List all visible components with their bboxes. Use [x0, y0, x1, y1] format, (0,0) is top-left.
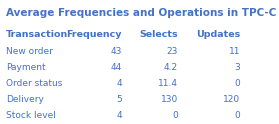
Text: Transaction: Transaction [6, 30, 68, 39]
Text: 0: 0 [172, 111, 178, 120]
Text: 0: 0 [234, 79, 240, 88]
Text: 11: 11 [229, 47, 240, 56]
Text: 44: 44 [111, 63, 122, 72]
Text: Order status: Order status [6, 79, 62, 88]
Text: Frequency: Frequency [66, 30, 122, 39]
Text: New order: New order [6, 47, 53, 56]
Text: 23: 23 [167, 47, 178, 56]
Text: Payment: Payment [6, 63, 46, 72]
Text: 0: 0 [234, 111, 240, 120]
Text: 11.4: 11.4 [158, 79, 178, 88]
Text: 43: 43 [111, 47, 122, 56]
Text: Updates: Updates [196, 30, 240, 39]
Text: Selects: Selects [140, 30, 178, 39]
Text: 4: 4 [116, 111, 122, 120]
Text: 3: 3 [234, 63, 240, 72]
Text: Stock level: Stock level [6, 111, 56, 120]
Text: 4.2: 4.2 [164, 63, 178, 72]
Text: 5: 5 [116, 95, 122, 104]
Text: 120: 120 [223, 95, 240, 104]
Text: 130: 130 [161, 95, 178, 104]
Text: Delivery: Delivery [6, 95, 44, 104]
Text: Average Frequencies and Operations in TPC-C: Average Frequencies and Operations in TP… [6, 8, 276, 18]
Text: 4: 4 [116, 79, 122, 88]
